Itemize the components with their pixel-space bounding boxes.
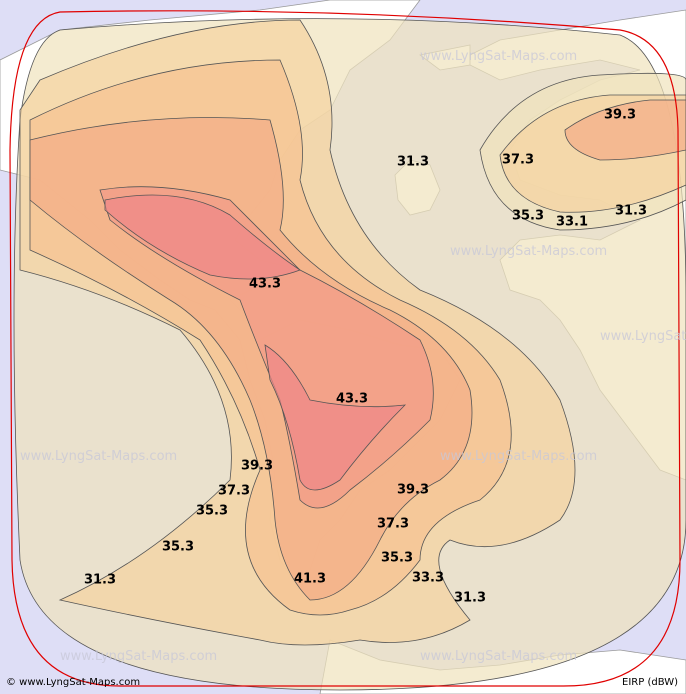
contour-label: 37.3: [502, 153, 534, 168]
contour-label: 33.1: [556, 215, 588, 230]
contour-band: [104, 194, 301, 280]
contour-label: 43.3: [249, 277, 281, 292]
contour-label: 39.3: [241, 459, 273, 474]
footprint-contours: [13, 18, 686, 691]
contour-label: 35.3: [512, 209, 544, 224]
contour-label: 33.3: [412, 571, 444, 586]
contour-label: 31.3: [615, 204, 647, 219]
contour-labels: 31.3 37.3 39.3 35.3 33.1 31.3 43.3 43.3 39.3 37.3…: [84, 108, 647, 606]
contour-label: 31.3: [397, 155, 429, 170]
contour-label: 39.3: [604, 108, 636, 123]
coverage-outline: [9, 10, 681, 687]
watermark: www.LyngSat-Maps.com: [20, 449, 177, 464]
contour-label: 35.3: [381, 551, 413, 566]
contour-label: 35.3: [196, 504, 228, 519]
watermark: www.LyngSat-Maps.com: [600, 329, 686, 344]
watermark: www.LyngSat-Maps.com: [60, 649, 217, 664]
contour-band: [264, 344, 407, 491]
contour-label: 39.3: [397, 483, 429, 498]
legend-unit: EIRP (dBW): [622, 677, 678, 688]
watermark: www.LyngSat-Maps.com: [420, 49, 577, 64]
watermark: www.LyngSat-Maps.com: [420, 649, 577, 664]
contour-label: 31.3: [454, 591, 486, 606]
contour-label: 31.3: [84, 573, 116, 588]
contour-label: 43.3: [336, 392, 368, 407]
contour-label: 37.3: [218, 484, 250, 499]
contour-label: 35.3: [162, 540, 194, 555]
copyright: © www.LyngSat-Maps.com: [6, 677, 140, 688]
watermark: www.LyngSat-Maps.com: [450, 244, 607, 259]
contour-band: [564, 99, 686, 161]
contour-label: 37.3: [377, 517, 409, 532]
watermark: www.LyngSat-Maps.com: [440, 449, 597, 464]
watermarks: www.LyngSat-Maps.com www.LyngSat-Maps.com…: [20, 49, 686, 664]
contour-label: 41.3: [294, 572, 326, 587]
